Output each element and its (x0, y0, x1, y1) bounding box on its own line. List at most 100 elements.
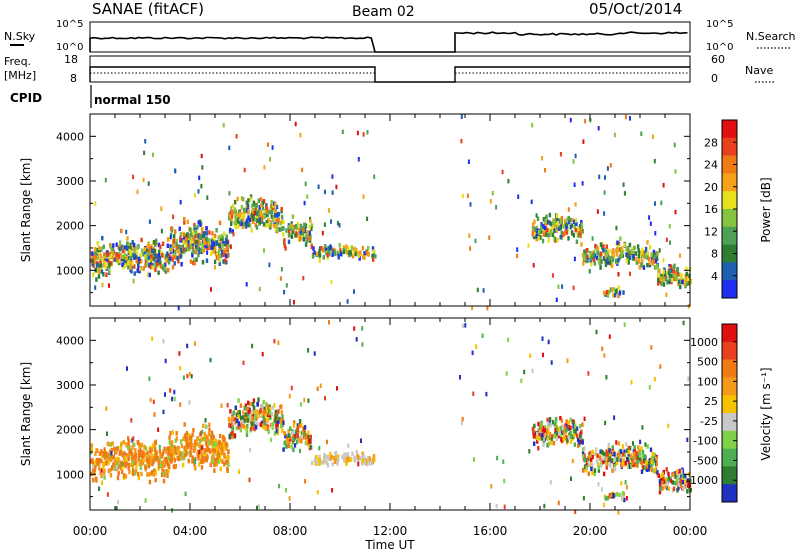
echo-point (671, 278, 674, 283)
echo-point (607, 461, 610, 467)
echo-point (154, 446, 157, 452)
echo-point (579, 228, 583, 234)
echo-point (209, 462, 212, 467)
echo-point (218, 239, 221, 245)
echo-point (552, 218, 555, 224)
echo-point (285, 488, 287, 493)
echo-point (585, 465, 588, 470)
echo-point (658, 269, 661, 274)
x-tick-label: 04:00 (173, 524, 208, 538)
echo-point (227, 416, 231, 422)
echo-point (559, 426, 562, 431)
echo-point (203, 240, 206, 246)
echo-point (302, 275, 305, 281)
echo-point (235, 426, 238, 431)
echo-point (239, 423, 242, 428)
echo-point (208, 238, 211, 243)
echo-point (175, 246, 178, 251)
echo-point (289, 233, 292, 238)
echo-point (567, 215, 570, 221)
echo-point (214, 245, 217, 251)
echo-point (118, 258, 121, 264)
echo-point (178, 456, 182, 461)
echo-point (523, 369, 526, 375)
echo-point (344, 452, 347, 458)
echo-point (583, 249, 586, 255)
echo-point (254, 203, 258, 209)
echo-point (598, 259, 601, 265)
echo-point (133, 460, 137, 465)
echo-point (299, 236, 302, 242)
echo-point (645, 467, 649, 472)
echo-point (135, 468, 138, 474)
echo-point (359, 456, 362, 461)
echo-point (282, 420, 285, 425)
echo-point (615, 225, 618, 231)
echo-point (342, 245, 346, 250)
echo-point (143, 249, 147, 255)
echo-point (125, 259, 128, 265)
echo-point (562, 224, 565, 229)
echo-point (614, 289, 618, 295)
echo-point (581, 229, 584, 234)
echo-point (257, 397, 260, 402)
echo-point (256, 505, 258, 511)
echo-point (127, 441, 130, 447)
echo-point (212, 435, 215, 440)
echo-point (141, 455, 145, 460)
echo-point (293, 420, 296, 425)
echo-point (537, 446, 540, 451)
echo-point (170, 446, 173, 451)
echo-point (213, 448, 216, 453)
echo-point (179, 365, 182, 371)
echo-point (230, 221, 233, 226)
echo-point (288, 496, 291, 501)
echo-point (590, 256, 593, 261)
echo-point (257, 211, 260, 216)
echo-point (353, 289, 355, 294)
echo-point (204, 418, 207, 423)
echo-point (623, 242, 626, 248)
colorbar-tick-label: -1000 (686, 474, 718, 487)
echo-point (257, 198, 260, 203)
echo-point (162, 478, 166, 484)
echo-point (199, 248, 202, 253)
echo-point (240, 196, 244, 201)
echo-point (650, 345, 653, 350)
echo-point (299, 132, 302, 138)
echo-point (198, 462, 201, 467)
echo-point (629, 250, 632, 256)
colorbar-tick-label: 8 (711, 248, 718, 261)
echo-point (258, 219, 261, 225)
echo-point (305, 238, 309, 243)
echo-point (318, 445, 321, 451)
echo-point (686, 489, 689, 494)
echo-point (367, 455, 370, 461)
echo-point (280, 420, 284, 425)
echo-point (271, 217, 275, 222)
echo-point (153, 412, 156, 417)
echo-point (150, 471, 153, 476)
echo-point (129, 265, 132, 270)
echo-point (680, 469, 683, 474)
velocity-x-ticks (89, 318, 691, 510)
echo-point (613, 415, 616, 420)
echo-point (648, 215, 651, 220)
echo-point (547, 441, 550, 446)
echo-point (111, 247, 114, 253)
echo-point (570, 434, 573, 439)
echo-point (351, 451, 354, 456)
echo-point (235, 412, 238, 417)
echo-point (274, 414, 278, 420)
echo-point (357, 251, 360, 256)
nsky-strip: N.Sky 10^5 10^0 10^5 10^0 N.Search (4, 19, 796, 53)
echo-point (152, 256, 155, 261)
echo-point (656, 263, 659, 269)
echo-point (91, 471, 94, 476)
echo-point (250, 409, 254, 415)
echo-point (140, 259, 143, 264)
echo-point (205, 258, 209, 263)
echo-point (106, 453, 109, 458)
echo-point (198, 175, 201, 181)
y-tick-label: 1000 (56, 468, 84, 481)
